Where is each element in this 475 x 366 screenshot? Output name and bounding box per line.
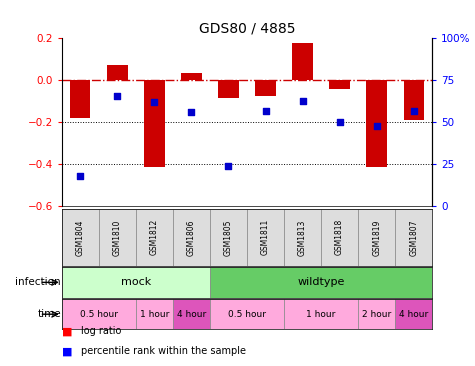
Bar	[136, 299, 173, 329]
Text: percentile rank within the sample: percentile rank within the sample	[81, 346, 246, 356]
Bar	[330, 81, 350, 89]
Text: time: time	[38, 309, 61, 319]
Bar	[70, 81, 90, 118]
Point	[262, 108, 269, 113]
Point	[299, 98, 306, 104]
Text: GSM1804: GSM1804	[76, 219, 85, 255]
Text: infection: infection	[15, 277, 61, 287]
Bar	[404, 81, 424, 120]
Bar	[107, 65, 127, 81]
Point	[225, 163, 232, 169]
Text: 1 hour: 1 hour	[306, 310, 336, 319]
Bar	[62, 267, 210, 298]
Text: 1 hour: 1 hour	[140, 310, 169, 319]
Text: ■: ■	[62, 346, 72, 356]
Text: wildtype: wildtype	[297, 277, 345, 287]
Text: GSM1810: GSM1810	[113, 219, 122, 255]
Bar	[62, 299, 136, 329]
Bar	[218, 81, 238, 98]
Bar	[62, 209, 99, 266]
Text: GSM1819: GSM1819	[372, 219, 381, 255]
Text: GSM1812: GSM1812	[150, 219, 159, 255]
Text: GSM1813: GSM1813	[298, 219, 307, 255]
Bar	[256, 81, 276, 96]
Point	[410, 108, 418, 113]
Point	[188, 109, 195, 115]
Bar	[358, 299, 395, 329]
Bar	[181, 73, 201, 81]
Point	[336, 119, 343, 125]
Text: 2 hour: 2 hour	[362, 310, 391, 319]
Bar	[210, 267, 432, 298]
Bar	[367, 81, 387, 167]
Text: ■: ■	[62, 326, 72, 336]
Point	[114, 93, 121, 98]
Bar	[99, 209, 136, 266]
Text: GSM1806: GSM1806	[187, 219, 196, 255]
Bar	[210, 209, 247, 266]
Text: GSM1807: GSM1807	[409, 219, 418, 255]
Bar	[284, 299, 358, 329]
Point	[76, 173, 84, 179]
Text: GSM1805: GSM1805	[224, 219, 233, 255]
Bar	[395, 299, 432, 329]
Title: GDS80 / 4885: GDS80 / 4885	[199, 22, 295, 36]
Bar	[321, 209, 358, 266]
Text: log ratio: log ratio	[81, 326, 121, 336]
Bar	[293, 42, 313, 81]
Text: mock: mock	[121, 277, 151, 287]
Bar	[284, 209, 321, 266]
Point	[373, 123, 380, 129]
Text: 0.5 hour: 0.5 hour	[228, 310, 266, 319]
Text: 0.5 hour: 0.5 hour	[80, 310, 118, 319]
Bar	[247, 209, 284, 266]
Bar	[144, 81, 164, 167]
Bar	[210, 299, 284, 329]
Bar	[395, 209, 432, 266]
Text: GSM1811: GSM1811	[261, 219, 270, 255]
Bar	[173, 209, 210, 266]
Bar	[173, 299, 210, 329]
Bar	[136, 209, 173, 266]
Text: GSM1818: GSM1818	[335, 219, 344, 255]
Text: 4 hour: 4 hour	[399, 310, 428, 319]
Text: 4 hour: 4 hour	[177, 310, 206, 319]
Point	[151, 99, 158, 105]
Bar	[358, 209, 395, 266]
